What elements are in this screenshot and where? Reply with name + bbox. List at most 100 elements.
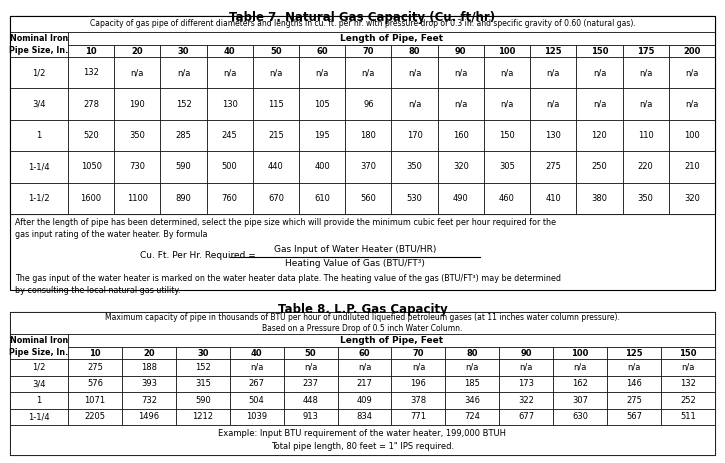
Bar [176,359,230,375]
Text: 100: 100 [684,131,700,140]
Text: 560: 560 [360,194,376,203]
Text: 132: 132 [680,379,696,388]
Text: 315: 315 [195,379,211,388]
Bar [253,45,299,57]
Text: 50: 50 [270,46,282,56]
Bar [607,392,661,408]
Text: 100: 100 [498,46,515,56]
Text: Maximum capacity of pipe in thousands of BTU per hour of undiluted liquefied pet: Maximum capacity of pipe in thousands of… [105,313,620,333]
Text: 267: 267 [249,379,265,388]
Text: 504: 504 [249,396,265,405]
Bar [345,120,392,151]
Text: 130: 130 [545,131,561,140]
Bar [10,57,68,88]
Bar [484,57,530,88]
Bar [530,120,576,151]
Bar [253,57,299,88]
Text: 285: 285 [175,131,191,140]
Text: 150: 150 [499,131,515,140]
Text: 70: 70 [413,349,424,357]
Bar [160,45,207,57]
Bar [68,392,122,408]
Text: n/a: n/a [685,100,699,109]
Text: 2205: 2205 [84,412,105,421]
Bar [115,120,160,151]
Bar [160,88,207,120]
Text: 1050: 1050 [80,163,102,171]
Bar [338,392,392,408]
Text: 576: 576 [87,379,103,388]
Text: 730: 730 [129,163,145,171]
Bar [668,120,715,151]
Bar [438,120,484,151]
Text: 152: 152 [195,363,211,372]
Text: 1100: 1100 [127,194,148,203]
Bar [445,408,500,425]
Text: 132: 132 [83,68,99,77]
Text: 160: 160 [453,131,469,140]
Bar [445,392,500,408]
Bar [176,408,230,425]
Bar [230,408,283,425]
Bar [68,408,122,425]
Text: 217: 217 [357,379,373,388]
Text: 400: 400 [315,163,330,171]
Text: 245: 245 [222,131,238,140]
Bar [10,32,68,57]
Bar [530,88,576,120]
Bar [68,88,115,120]
Text: 252: 252 [680,396,696,405]
Text: The gas input of the water heater is marked on the water heater data plate. The : The gas input of the water heater is mar… [15,274,561,295]
Text: 1/2: 1/2 [33,68,46,77]
Bar [176,392,230,408]
Bar [207,57,253,88]
Bar [299,57,345,88]
Bar [500,392,553,408]
Text: 278: 278 [83,100,99,109]
Bar [338,375,392,392]
Bar [392,120,438,151]
Text: 322: 322 [518,396,534,405]
Bar [500,359,553,375]
Text: 670: 670 [268,194,284,203]
Bar [68,32,715,45]
Bar [283,375,338,392]
Text: 20: 20 [143,349,154,357]
Bar [122,375,176,392]
Text: 130: 130 [222,100,238,109]
Bar [438,45,484,57]
Text: 120: 120 [592,131,608,140]
Text: n/a: n/a [639,100,652,109]
Bar [299,151,345,182]
Text: n/a: n/a [362,68,375,77]
Bar [207,151,253,182]
Text: 630: 630 [572,412,588,421]
Text: 567: 567 [626,412,642,421]
Text: 115: 115 [268,100,284,109]
Text: n/a: n/a [412,363,425,372]
Text: 724: 724 [465,412,480,421]
Text: 180: 180 [360,131,376,140]
Bar [338,408,392,425]
Bar [10,16,715,32]
Bar [253,182,299,214]
Bar [10,16,715,290]
Bar [668,88,715,120]
Text: 220: 220 [638,163,653,171]
Bar [576,88,623,120]
Text: 10: 10 [86,46,97,56]
Text: n/a: n/a [408,100,421,109]
Bar [438,57,484,88]
Text: 90: 90 [521,349,532,357]
Bar [10,16,715,214]
Bar [283,408,338,425]
Bar [10,408,68,425]
Bar [10,151,68,182]
Text: After the length of pipe has been determined, select the pipe size which will pr: After the length of pipe has been determ… [15,218,556,239]
Text: 188: 188 [141,363,157,372]
Bar [160,57,207,88]
Text: n/a: n/a [465,363,479,372]
Text: n/a: n/a [315,68,329,77]
Text: Length of Pipe, Feet: Length of Pipe, Feet [340,34,443,43]
Text: 890: 890 [175,194,191,203]
